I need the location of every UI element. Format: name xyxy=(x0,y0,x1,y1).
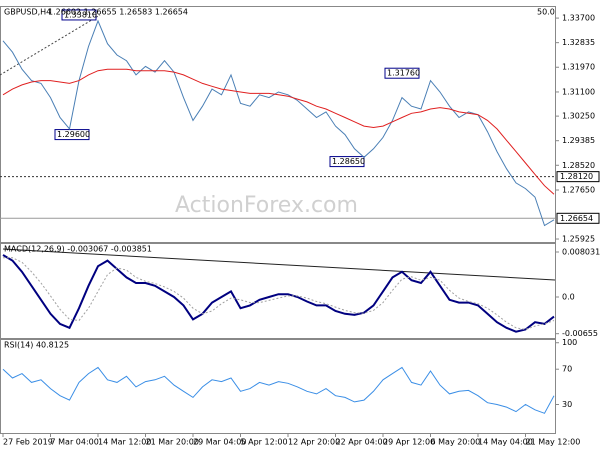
y-tick-label: 1.29385 xyxy=(562,136,595,145)
series-line xyxy=(2,68,555,195)
price-panel xyxy=(0,6,556,243)
panel-title: MACD(12,26,9) -0.003067 -0.003851 xyxy=(4,245,152,254)
x-tick-label: 14 May 04:00 xyxy=(478,438,533,447)
x-tick-label: 6 May 20:00 xyxy=(431,438,481,447)
level-label: 1.28120 xyxy=(560,172,593,181)
y-tick-label: 0.008031 xyxy=(562,248,600,257)
series-line xyxy=(3,257,555,331)
x-tick-label: 29 Apr 12:00 xyxy=(383,438,435,447)
annotation-label: 1.31760 xyxy=(387,69,420,78)
annotation-label: 1.28650 xyxy=(332,157,365,166)
y-tick-label: 1.33700 xyxy=(562,14,595,23)
annotation-box xyxy=(54,129,90,141)
macd-panel xyxy=(0,243,556,339)
level-box xyxy=(556,212,600,224)
y-tick-label: 1.25925 xyxy=(562,235,595,244)
y-tick-label: 1.31100 xyxy=(562,87,595,96)
annotation-box xyxy=(329,156,365,168)
level-label: 1.26654 xyxy=(560,214,593,223)
y-tick-label: 30 xyxy=(562,400,572,409)
annotation-box xyxy=(61,9,97,21)
y-tick-label: 1.27650 xyxy=(562,185,595,194)
y-tick-label: 1.32835 xyxy=(562,38,595,47)
x-tick-label: 14 Mar 12:00 xyxy=(98,438,151,447)
y-tick-label: -0.00655 xyxy=(562,329,598,338)
y-tick-label: 1.30250 xyxy=(562,112,595,121)
panel-title: GBPUSD,H4 xyxy=(4,8,51,17)
annotation-box xyxy=(384,67,420,79)
scale-label: 50.0 xyxy=(537,8,555,17)
y-tick-label: 100 xyxy=(562,338,577,347)
annotation-label: 1.33810 xyxy=(64,10,97,19)
rsi-panel xyxy=(0,339,556,434)
x-tick-label: 5 Apr 12:00 xyxy=(241,438,288,447)
x-tick-label: 7 Mar 04:00 xyxy=(51,438,99,447)
y-tick-label: 1.28520 xyxy=(562,161,595,170)
series-line xyxy=(2,19,555,227)
series-line xyxy=(2,254,555,333)
level-box xyxy=(556,171,600,183)
x-tick-label: 21 May 12:00 xyxy=(526,438,581,447)
x-tick-label: 22 Apr 04:00 xyxy=(336,438,388,447)
x-tick-label: 29 Mar 04:00 xyxy=(193,438,246,447)
panel-title: RSI(14) 40.8125 xyxy=(4,341,69,350)
series-line xyxy=(2,366,555,414)
x-tick-label: 21 Mar 20:00 xyxy=(146,438,199,447)
y-tick-label: 0.0 xyxy=(562,292,575,301)
x-tick-label: 12 Apr 20:00 xyxy=(288,438,340,447)
panel-subtitle: 1.26602 1.26655 1.26583 1.26654 xyxy=(48,8,188,17)
watermark: ActionForex.com xyxy=(175,193,358,218)
annotation-label: 1.29600 xyxy=(57,130,90,139)
fib-line xyxy=(0,14,101,76)
macd-trendline xyxy=(2,248,556,281)
y-tick-label: 1.31970 xyxy=(562,63,595,72)
x-tick-label: 27 Feb 2019 xyxy=(3,438,53,447)
y-tick-label: 70 xyxy=(562,365,572,374)
